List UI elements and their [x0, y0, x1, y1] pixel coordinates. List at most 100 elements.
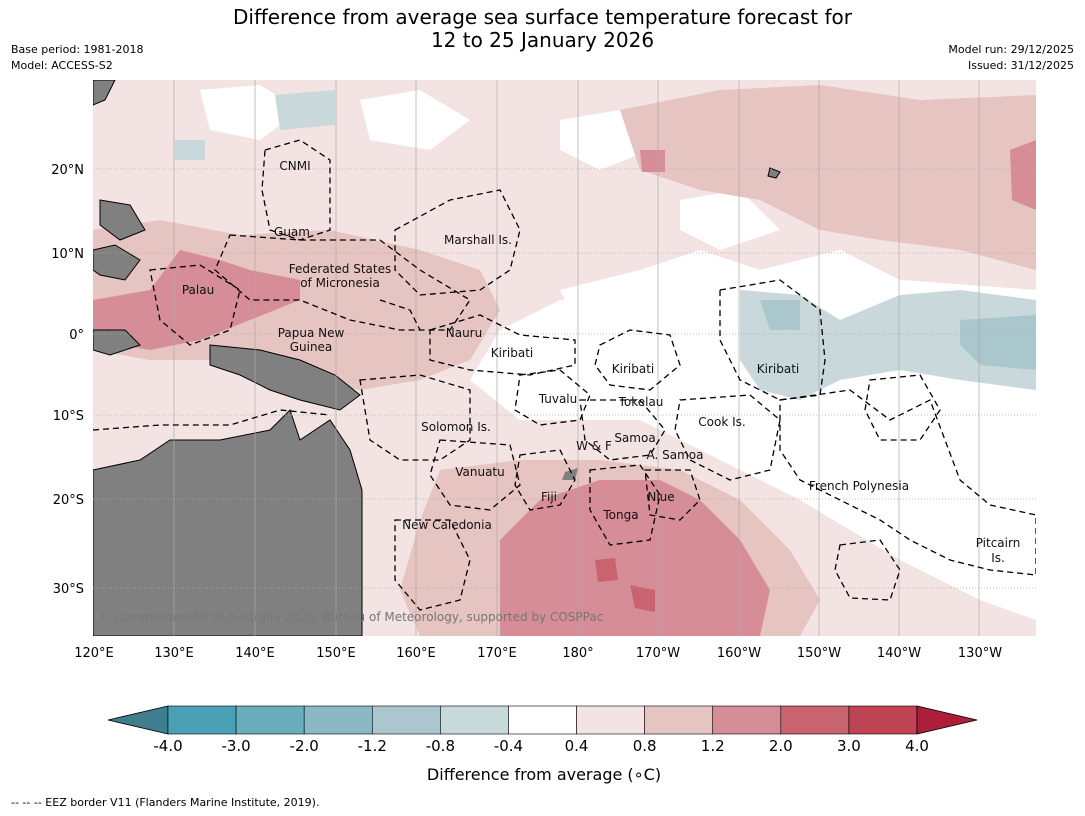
- label-nauru: Nauru: [446, 326, 482, 340]
- chart-title: Difference from average sea surface temp…: [0, 6, 1085, 52]
- label-new-caledonia: New Caledonia: [402, 518, 492, 532]
- anomaly-strong-warm-south: [500, 480, 770, 636]
- eez-borders: [93, 139, 1036, 611]
- label-png-line1: Papua New: [278, 326, 345, 340]
- label-samoa: Samoa: [614, 431, 655, 445]
- lon-tick: 180°: [562, 646, 593, 661]
- title-line-1: Difference from average sea surface temp…: [232, 5, 852, 29]
- label-kiribati-west: Kiribati: [491, 346, 533, 360]
- land-hawaii: [767, 167, 781, 179]
- colorbar-segment: [644, 705, 714, 735]
- label-fsm-line1: Federated States: [289, 262, 391, 276]
- colorbar-label: Difference from average (∘C): [427, 765, 661, 784]
- lon-tick: 120°E: [74, 646, 114, 661]
- label-tonga: Tonga: [602, 508, 638, 522]
- label-niue: Niue: [647, 490, 674, 504]
- model-name: Model: ACCESS-S2: [11, 59, 113, 72]
- label-wallis-futuna: W & F: [576, 439, 612, 453]
- lat-tick: 30°S: [53, 582, 84, 597]
- colorbar-tick-label: 0.4: [565, 737, 589, 755]
- label-png-line2: Guinea: [290, 340, 333, 354]
- label-pitcairn-line2: Is.: [991, 551, 1005, 565]
- anomaly-hot-spot: [595, 558, 655, 612]
- colorbar-tick-label: 1.2: [701, 737, 725, 755]
- lon-tick: 130°E: [154, 646, 194, 661]
- lon-tick: 160°E: [396, 646, 436, 661]
- copyright-notice: © Commonwealth of Australia 2025, Bureau…: [98, 610, 603, 624]
- colorbar-segment: [508, 705, 577, 735]
- anomaly-cool-east: [740, 290, 1036, 400]
- gridlines: [93, 80, 1036, 636]
- sst-anomaly-map: CNMI Guam Marshall Is. Federated States …: [51, 80, 1036, 784]
- label-american-samoa: A. Samoa: [647, 448, 704, 462]
- label-pitcairn-line1: Pitcairn: [976, 536, 1021, 550]
- eez-legend-note: -- -- -- EEZ border V11 (Flanders Marine…: [11, 796, 320, 809]
- lat-tick: 20°S: [53, 493, 84, 508]
- lon-tick: 150°E: [316, 646, 356, 661]
- lat-tick: 20°N: [51, 163, 84, 178]
- land-philippines: [93, 80, 146, 241]
- colorbar-tick-label: 0.8: [633, 737, 657, 755]
- colorbar-segment: [303, 705, 373, 735]
- meta-right: Model run: 29/12/2025 Issued: 31/12/2025: [948, 42, 1074, 74]
- lat-tick: 10°S: [53, 409, 84, 424]
- map-area: CNMI Guam Marshall Is. Federated States …: [93, 80, 1036, 636]
- label-cnmi: CNMI: [279, 159, 310, 173]
- label-solomon-islands: Solomon Is.: [421, 420, 491, 434]
- longitude-ticks: 120°E 130°E 140°E 150°E 160°E 170°E 180°…: [74, 646, 1002, 661]
- colorbar-tick-label: -0.8: [426, 737, 455, 755]
- colorbar-segment: [167, 705, 237, 735]
- colorbar-segment: [371, 705, 441, 735]
- colorbar-tick-label: -0.4: [494, 737, 523, 755]
- land-borneo: [93, 244, 141, 356]
- lat-tick: 0°: [69, 328, 84, 343]
- label-kiribati-central: Kiribati: [612, 362, 654, 376]
- label-kiribati-east: Kiribati: [757, 362, 799, 376]
- colorbar-segment: [440, 705, 509, 735]
- label-french-polynesia: French Polynesia: [809, 479, 909, 493]
- label-fiji: Fiji: [541, 490, 557, 504]
- meta-left: Base period: 1981-2018 Model: ACCESS-S2: [11, 42, 143, 74]
- lat-tick: 10°N: [51, 247, 84, 262]
- colorbar-extend-low: [107, 705, 169, 735]
- label-tokelau: Tokelau: [618, 395, 664, 409]
- land-australia: [93, 409, 363, 636]
- lon-tick: 140°W: [877, 646, 921, 661]
- colorbar-tick-label: -2.0: [290, 737, 319, 755]
- anomaly-cool-east-inner: [760, 300, 1036, 370]
- lon-tick: 170°W: [636, 646, 680, 661]
- lon-tick: 170°E: [477, 646, 517, 661]
- latitude-ticks: 20°N 10°N 0° 10°S 20°S 30°S: [51, 163, 84, 597]
- base-period: Base period: 1981-2018: [11, 43, 144, 56]
- colorbar-segment: [780, 705, 850, 735]
- label-marshall-islands: Marshall Is.: [444, 233, 512, 247]
- anomaly-cool-north: [175, 90, 335, 160]
- lon-tick: 130°W: [958, 646, 1002, 661]
- colorbar: -4.0 -3.0 -2.0 -1.2 -0.8 -0.4 0.4 0.8 1.2 2.0 3.0 4…: [107, 705, 978, 755]
- label-palau: Palau: [182, 283, 214, 297]
- label-guam: Guam: [274, 225, 310, 239]
- label-cook-islands: Cook Is.: [698, 415, 745, 429]
- title-line-2: 12 to 25 January 2026: [430, 28, 655, 52]
- colorbar-tick-label: 2.0: [769, 737, 793, 755]
- place-labels: CNMI Guam Marshall Is. Federated States …: [182, 159, 1020, 565]
- colorbar-label-unit: ∘C): [634, 765, 661, 784]
- colorbar-tick-label: -3.0: [221, 737, 250, 755]
- colorbar-segment: [848, 705, 918, 735]
- land-new-guinea: [209, 344, 361, 411]
- anomaly-neutral-north: [200, 85, 780, 250]
- label-tuvalu: Tuvalu: [538, 392, 578, 406]
- label-fsm-line2: of Micronesia: [300, 276, 380, 290]
- colorbar-tick-label: 4.0: [905, 737, 929, 755]
- colorbar-tick-label: -4.0: [153, 737, 182, 755]
- lon-tick: 150°W: [797, 646, 841, 661]
- anomaly-strong-warm-palau: [93, 250, 300, 350]
- label-vanuatu: Vanuatu: [455, 465, 505, 479]
- anomaly-medium-warm-ne: [620, 85, 1036, 270]
- lon-tick: 140°E: [235, 646, 275, 661]
- colorbar-tick-label: 3.0: [837, 737, 861, 755]
- lon-tick: 160°W: [717, 646, 761, 661]
- colorbar-segment: [712, 705, 782, 735]
- colorbar-segment: [576, 705, 645, 735]
- colorbar-segment: [235, 705, 305, 735]
